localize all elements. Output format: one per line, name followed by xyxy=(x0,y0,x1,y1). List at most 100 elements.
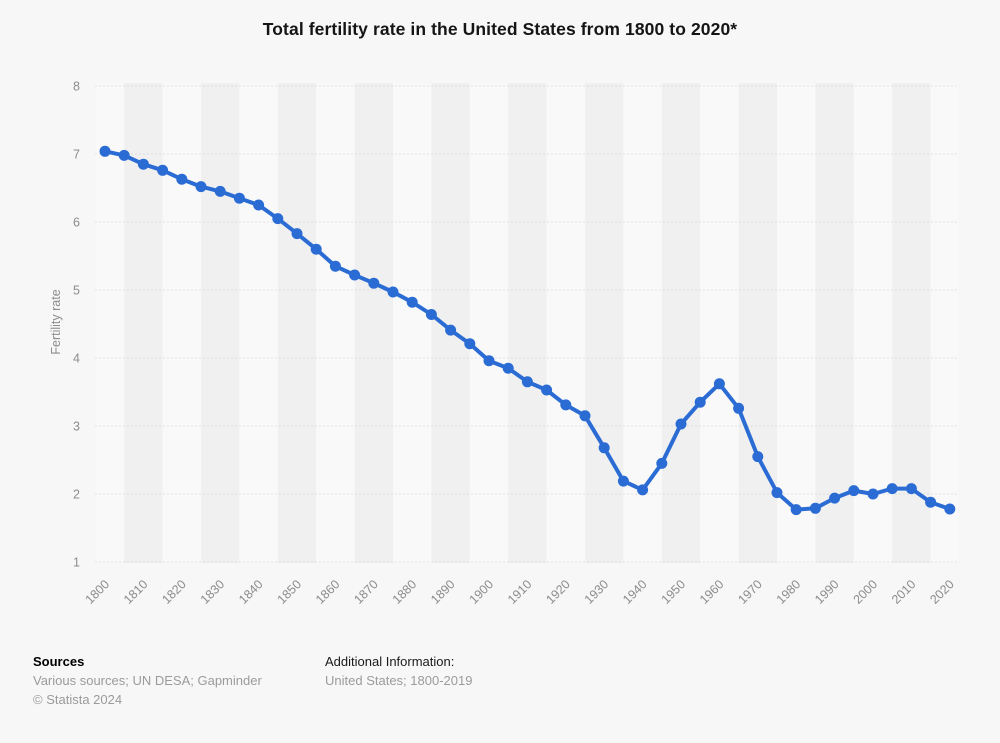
statista-copyright: © Statista 2024 xyxy=(33,692,123,707)
x-tick-label-1820: 1820 xyxy=(159,577,189,607)
data-point-1955[interactable] xyxy=(694,396,706,408)
additional-information-label: Additional Information: xyxy=(325,654,455,669)
data-point-1990[interactable] xyxy=(829,492,841,504)
plot-stripe-1820 xyxy=(162,83,201,563)
data-point-1995[interactable] xyxy=(848,485,860,497)
plot-stripe-1840 xyxy=(239,83,278,563)
y-tick-label-8: 8 xyxy=(73,80,80,94)
data-point-1815[interactable] xyxy=(157,164,169,176)
footer-additional-information: Additional Information: United States; 1… xyxy=(325,652,472,690)
sources-value: Various sources; UN DESA; Gapminder xyxy=(33,673,262,688)
plot-stripe-1890 xyxy=(431,83,470,563)
sources-label: Sources xyxy=(33,654,85,669)
data-point-1960[interactable] xyxy=(713,378,725,390)
x-tick-label-1810: 1810 xyxy=(121,577,151,607)
data-point-1880[interactable] xyxy=(406,296,418,308)
data-point-1875[interactable] xyxy=(387,286,399,298)
x-tick-label-1870: 1870 xyxy=(351,577,381,607)
footer-sources: Sources Various sources; UN DESA; Gapmin… xyxy=(33,652,262,709)
x-tick-label-1800: 1800 xyxy=(83,577,113,607)
chart-plot-area: 1 2 3 4 5 6 7 8 1800 1810 1820 1830 1840 1850 1860 1870… xyxy=(73,80,958,607)
data-point-1945[interactable] xyxy=(656,457,668,469)
additional-information-value: United States; 1800-2019 xyxy=(325,673,473,688)
data-point-1835[interactable] xyxy=(233,192,245,204)
data-point-1860[interactable] xyxy=(329,260,341,272)
plot-stripe-2010 xyxy=(892,83,931,563)
x-tick-label-1920: 1920 xyxy=(543,577,573,607)
plot-stripe-1920 xyxy=(546,83,585,563)
data-point-1810[interactable] xyxy=(137,158,149,170)
y-tick-label-1: 1 xyxy=(73,556,80,570)
data-point-1885[interactable] xyxy=(425,309,437,320)
data-points xyxy=(99,145,956,516)
data-point-2010[interactable] xyxy=(905,483,917,495)
data-point-1935[interactable] xyxy=(617,475,629,487)
data-point-1865[interactable] xyxy=(349,269,361,281)
data-point-1940[interactable] xyxy=(637,484,649,496)
data-point-1920[interactable] xyxy=(560,399,572,411)
plot-stripe-1830 xyxy=(201,83,240,563)
y-axis-ticks: 1 2 3 4 5 6 7 8 xyxy=(73,80,80,570)
plot-stripe-1930 xyxy=(585,83,624,563)
data-point-1910[interactable] xyxy=(521,376,533,388)
x-tick-label-1970: 1970 xyxy=(735,577,765,607)
x-tick-label-1990: 1990 xyxy=(812,577,842,607)
plot-stripe-2000 xyxy=(853,83,893,563)
y-tick-label-4: 4 xyxy=(73,352,80,366)
data-point-1900[interactable] xyxy=(483,355,495,367)
plot-stripe-1870 xyxy=(354,83,393,563)
data-point-1930[interactable] xyxy=(598,442,610,454)
x-tick-label-2000: 2000 xyxy=(851,577,881,607)
data-point-1845[interactable] xyxy=(272,213,284,225)
x-tick-label-1850: 1850 xyxy=(275,577,305,607)
data-point-2015[interactable] xyxy=(925,496,937,508)
plot-stripe-1810 xyxy=(124,83,163,563)
x-tick-label-1980: 1980 xyxy=(774,577,804,607)
data-point-1985[interactable] xyxy=(809,502,821,514)
x-tick-label-1960: 1960 xyxy=(697,577,727,607)
data-point-1800[interactable] xyxy=(99,145,111,157)
plot-stripe-1880 xyxy=(393,83,432,563)
plot-stripe-1990 xyxy=(815,83,854,563)
data-point-1965[interactable] xyxy=(733,402,745,414)
data-point-1870[interactable] xyxy=(368,277,380,289)
y-tick-label-7: 7 xyxy=(73,148,80,162)
x-tick-label-1860: 1860 xyxy=(313,577,343,607)
x-tick-label-1830: 1830 xyxy=(198,577,228,607)
data-point-1805[interactable] xyxy=(118,149,130,161)
data-point-1970[interactable] xyxy=(752,451,764,463)
data-point-1840[interactable] xyxy=(253,199,265,211)
plot-stripe-1850 xyxy=(277,83,317,563)
data-point-2000[interactable] xyxy=(867,488,879,500)
data-point-1905[interactable] xyxy=(502,362,514,374)
data-point-2005[interactable] xyxy=(886,483,898,495)
data-point-1950[interactable] xyxy=(675,418,687,430)
data-point-1825[interactable] xyxy=(195,181,207,193)
x-tick-label-1950: 1950 xyxy=(659,577,689,607)
data-point-1890[interactable] xyxy=(445,324,457,336)
x-tick-label-1900: 1900 xyxy=(467,577,497,607)
data-point-1915[interactable] xyxy=(541,384,553,396)
data-point-1850[interactable] xyxy=(291,228,303,240)
x-tick-label-1910: 1910 xyxy=(505,577,535,607)
plot-stripe-1970 xyxy=(738,83,777,563)
data-point-1855[interactable] xyxy=(310,243,322,255)
y-axis-title: Fertility rate xyxy=(49,289,63,355)
data-point-1820[interactable] xyxy=(176,173,188,185)
data-point-1830[interactable] xyxy=(214,185,226,197)
chart-title: Total fertility rate in the United State… xyxy=(262,19,738,39)
data-point-1975[interactable] xyxy=(771,487,783,499)
plot-stripe-1960 xyxy=(700,83,739,563)
data-point-1895[interactable] xyxy=(464,338,476,350)
data-point-1980[interactable] xyxy=(790,504,802,516)
x-tick-label-1930: 1930 xyxy=(582,577,612,607)
y-tick-label-2: 2 xyxy=(73,488,80,502)
x-tick-label-1890: 1890 xyxy=(428,577,458,607)
data-point-2020[interactable] xyxy=(944,503,956,515)
x-tick-label-1880: 1880 xyxy=(390,577,420,607)
x-tick-label-1940: 1940 xyxy=(620,577,650,607)
plot-stripe-1980 xyxy=(777,83,816,563)
data-point-1925[interactable] xyxy=(579,410,591,422)
y-tick-label-3: 3 xyxy=(73,420,80,434)
